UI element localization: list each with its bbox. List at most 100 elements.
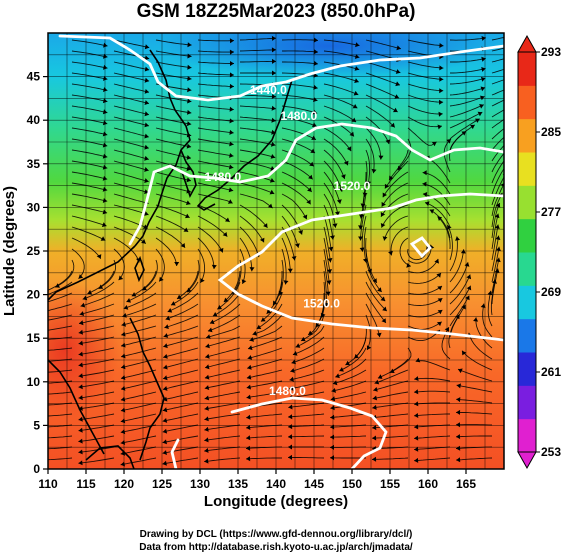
streamline	[239, 149, 276, 159]
streamline-arrow	[246, 456, 251, 462]
colorbar-tick-label: 293	[541, 45, 561, 59]
streamline-arrow	[144, 211, 149, 216]
streamline-arrow	[313, 37, 318, 43]
streamline	[239, 105, 276, 110]
streamline	[449, 285, 472, 316]
streamline	[323, 270, 327, 307]
streamline-arrow	[355, 42, 360, 48]
streamline	[239, 171, 275, 183]
streamline-arrow	[312, 122, 317, 128]
streamline-arrow	[246, 414, 251, 420]
x-tick-label: 150	[342, 477, 362, 491]
streamline-arrow	[230, 61, 234, 66]
streamline-arrow	[144, 155, 149, 161]
streamline-arrow	[438, 111, 443, 117]
streamline-arrow	[144, 55, 150, 61]
streamline-arrow	[222, 232, 228, 237]
streamline-arrow	[36, 403, 40, 408]
streamline-arrow	[37, 310, 41, 315]
streamline-arrow	[164, 324, 169, 329]
streamline-arrow	[341, 174, 346, 179]
streamline	[162, 369, 199, 380]
streamline	[162, 424, 199, 433]
streamline-arrow	[439, 99, 444, 105]
streamline-arrow	[288, 454, 292, 460]
contour-label: 1520.0	[334, 179, 371, 193]
streamline-arrow	[414, 446, 419, 452]
streamline	[292, 336, 325, 356]
streamline	[365, 138, 375, 174]
streamline-arrow	[78, 373, 83, 379]
colorbar-segment	[518, 185, 536, 220]
streamline	[330, 413, 367, 419]
streamline	[323, 259, 329, 296]
streamline-arrow	[78, 340, 83, 346]
streamline-arrow	[229, 164, 234, 170]
streamline-arrow	[343, 160, 349, 166]
streamline	[197, 72, 234, 76]
streamline-arrow	[328, 246, 334, 252]
streamline-arrow	[380, 296, 386, 302]
streamline	[281, 138, 316, 154]
streamline	[491, 246, 500, 283]
streamline	[55, 259, 75, 288]
streamline	[282, 50, 319, 53]
streamline-arrow	[437, 286, 442, 291]
colorbar-segment	[518, 118, 536, 153]
streamline-arrow	[382, 306, 387, 312]
streamline-arrow	[326, 280, 332, 285]
streamline-arrow	[205, 364, 210, 370]
streamline	[491, 213, 499, 250]
streamline-arrow	[295, 343, 301, 348]
streamline-arrow	[80, 302, 86, 308]
streamline	[48, 413, 73, 417]
streamline	[491, 118, 504, 129]
streamline-arrow	[306, 199, 311, 205]
streamline	[345, 336, 367, 366]
streamline	[449, 274, 471, 305]
streamline	[491, 79, 504, 85]
streamline	[120, 336, 157, 347]
streamline	[447, 224, 453, 261]
colorbar-tick-label: 269	[541, 285, 561, 299]
x-tick-label: 140	[266, 477, 286, 491]
streamline	[365, 94, 398, 113]
streamline-arrow	[395, 69, 401, 74]
streamline-arrow	[204, 416, 209, 422]
streamline	[212, 292, 241, 317]
streamline	[323, 237, 331, 274]
streamline-arrow	[187, 42, 192, 48]
streamline-arrow	[313, 60, 318, 66]
streamline-arrow	[313, 84, 318, 90]
streamline-arrow	[247, 364, 252, 370]
streamline	[205, 325, 241, 339]
streamline	[120, 391, 157, 401]
streamline	[239, 49, 277, 52]
streamline-arrow	[477, 111, 483, 117]
streamline	[162, 402, 199, 412]
streamline-arrow	[200, 278, 205, 283]
streamline-arrow	[186, 177, 191, 183]
streamline	[281, 127, 317, 141]
streamline-arrow	[327, 258, 333, 263]
x-axis-label: Longitude (degrees)	[204, 493, 348, 510]
streamline	[113, 237, 140, 263]
streamline	[407, 105, 443, 115]
streamline-arrow	[373, 387, 378, 392]
streamline-arrow	[288, 385, 294, 391]
streamline	[449, 87, 486, 96]
streamline-arrow	[332, 223, 338, 228]
streamline	[197, 83, 234, 87]
contour-1480	[128, 122, 504, 246]
streamline-arrow	[252, 330, 258, 336]
streamline	[162, 457, 199, 465]
streamline-arrow	[461, 304, 466, 310]
streamline	[415, 360, 451, 371]
streamline	[71, 171, 108, 180]
streamline	[87, 270, 115, 295]
streamline-arrow	[480, 303, 486, 308]
streamline-arrow	[270, 141, 276, 147]
colorbar-segment	[518, 252, 536, 286]
coastline-china-south	[48, 245, 136, 301]
